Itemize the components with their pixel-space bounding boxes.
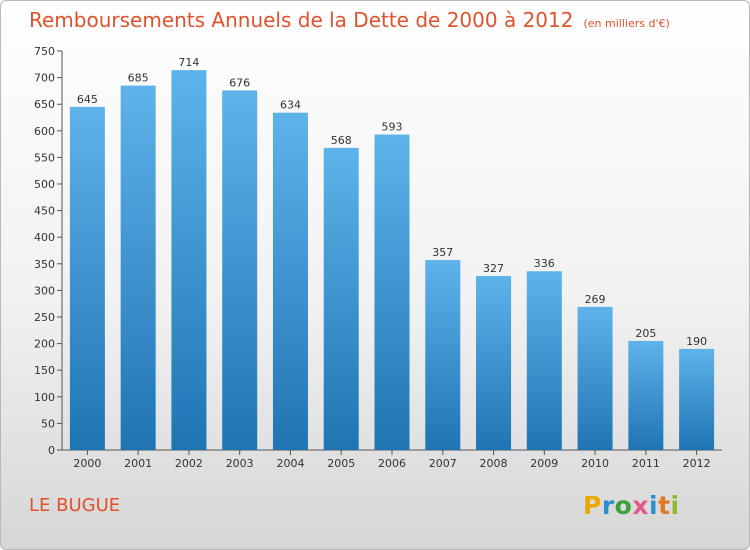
x-tick-label: 2012 xyxy=(683,457,711,470)
x-tick-label: 2000 xyxy=(73,457,101,470)
bar-value-label: 676 xyxy=(229,76,250,89)
bar xyxy=(476,276,512,450)
logo-letter: P xyxy=(583,491,602,520)
bar xyxy=(577,306,613,450)
y-tick-label: 400 xyxy=(34,231,55,244)
x-tick-label: 2011 xyxy=(632,457,660,470)
bar xyxy=(272,112,308,450)
y-tick-label: 0 xyxy=(48,444,55,457)
y-tick-label: 650 xyxy=(34,98,55,111)
bar xyxy=(120,85,156,450)
logo-letter: i xyxy=(649,491,659,520)
bar xyxy=(425,260,461,450)
bar xyxy=(222,90,258,451)
chart-unit: (en milliers d'€) xyxy=(583,17,670,30)
bar-value-label: 714 xyxy=(178,56,199,69)
x-tick-label: 2003 xyxy=(226,457,254,470)
x-tick-label: 2004 xyxy=(276,457,304,470)
x-tick-label: 2010 xyxy=(581,457,609,470)
x-tick-label: 2008 xyxy=(480,457,508,470)
logo-letter: x xyxy=(632,491,649,520)
bar-value-label: 593 xyxy=(382,121,403,134)
commune-name: LE BUGUE xyxy=(29,495,121,516)
x-tick-label: 2006 xyxy=(378,457,406,470)
bar-value-label: 685 xyxy=(128,72,149,85)
bar-value-label: 205 xyxy=(635,327,656,340)
bar xyxy=(526,271,562,450)
y-tick-label: 200 xyxy=(34,338,55,351)
logo-letter: i xyxy=(670,491,680,520)
axes: 0 50 100 150 200 250 300 350 400 450 500 550 600 650 7… xyxy=(34,45,722,470)
logo-letter: t xyxy=(658,491,671,520)
bar-value-label: 568 xyxy=(331,134,352,147)
y-tick-label: 550 xyxy=(34,151,55,164)
bar xyxy=(171,70,207,450)
y-tick-label: 50 xyxy=(41,417,55,430)
bars xyxy=(69,70,715,451)
logo-letter: r xyxy=(601,491,615,520)
x-tick-label: 2001 xyxy=(124,457,152,470)
chart-title-text: Remboursements Annuels de la Dette de 20… xyxy=(29,8,574,32)
x-tick-label: 2002 xyxy=(175,457,203,470)
logo-letter: o xyxy=(614,491,633,520)
x-tick-label: 2007 xyxy=(429,457,457,470)
y-tick-label: 100 xyxy=(34,391,55,404)
bar xyxy=(323,147,359,450)
chart-title: Remboursements Annuels de la Dette de 20… xyxy=(29,8,670,32)
labels: 645 685 714 676 634 568 593 357 327 336 269 205 190 xyxy=(77,56,707,348)
x-tick-label: 2009 xyxy=(530,457,558,470)
x-tick-label: 2005 xyxy=(327,457,355,470)
y-tick-label: 300 xyxy=(34,284,55,297)
y-tick-label: 600 xyxy=(34,125,55,138)
y-tick-label: 700 xyxy=(34,72,55,85)
y-tick-label: 450 xyxy=(34,205,55,218)
y-tick-label: 250 xyxy=(34,311,55,324)
proxiti-logo: Proxiti xyxy=(583,491,680,520)
bar-value-label: 336 xyxy=(534,257,555,270)
bar-value-label: 645 xyxy=(77,93,98,106)
bar xyxy=(679,348,715,450)
bar xyxy=(628,340,664,450)
bar-value-label: 269 xyxy=(585,293,606,306)
y-tick-label: 150 xyxy=(34,364,55,377)
bar xyxy=(69,106,105,451)
bar-value-label: 357 xyxy=(432,246,453,259)
y-tick-label: 350 xyxy=(34,258,55,271)
bar-value-label: 190 xyxy=(686,335,707,348)
bar xyxy=(374,134,410,451)
bar-value-label: 634 xyxy=(280,99,301,112)
bar-value-label: 327 xyxy=(483,262,504,275)
y-tick-label: 750 xyxy=(34,45,55,58)
y-tick-label: 500 xyxy=(34,178,55,191)
